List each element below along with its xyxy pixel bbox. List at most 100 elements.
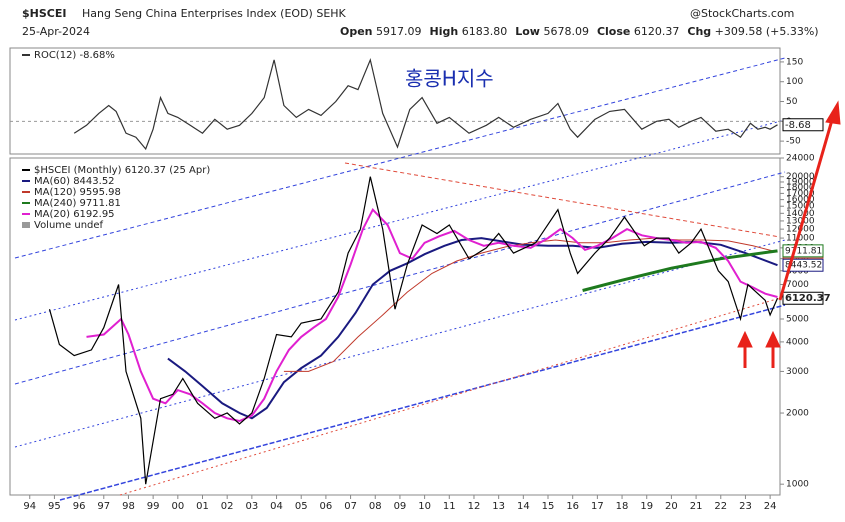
stat: Low 5678.09 — [515, 25, 589, 38]
stat: Open 5917.09 — [340, 25, 422, 38]
x-tick-label: 06 — [320, 501, 333, 512]
legend-name: MA(20) — [34, 209, 70, 220]
legend-name: MA(60) — [34, 176, 70, 187]
x-tick-label: 21 — [690, 501, 703, 512]
annotation: 홍콩H지수 — [405, 67, 494, 91]
legend-swatch — [22, 222, 30, 228]
y-tick-label: 16000 — [786, 195, 815, 205]
resistance-line — [344, 162, 781, 238]
big-arrow — [778, 119, 834, 301]
x-tick-label: 23 — [739, 501, 752, 512]
arrow-head — [737, 330, 753, 348]
stat-label: Chg — [687, 25, 711, 38]
y-tick-label: 3000 — [786, 367, 809, 377]
y-tick-label: 18000 — [786, 183, 815, 193]
legend-entry: ROC(12) -8.68% — [34, 50, 115, 61]
plot-area: Open 5917.09 High 6183.80 Low 5678.09 Close… — [10, 25, 831, 512]
x-tick-label: 00 — [171, 501, 184, 512]
x-tick-label: 17 — [591, 501, 604, 512]
channel-line — [14, 171, 786, 385]
stat-value: 5917.09 — [376, 25, 422, 38]
x-tick-label: 24 — [764, 501, 777, 512]
x-tick-label: 09 — [394, 501, 407, 512]
index-name: Hang Seng China Enterprises Index (EOD) … — [82, 7, 347, 20]
stat-label: High — [430, 25, 459, 38]
y-tick-label: 11000 — [786, 234, 815, 244]
stat: High 6183.80 — [430, 25, 508, 38]
legend-entry: MA(240) 9711.81 — [34, 198, 121, 209]
red-trend — [119, 162, 781, 496]
stat-label: Open — [340, 25, 373, 38]
stat: Chg +309.58 (+5.33%) — [687, 25, 818, 38]
arrows — [737, 100, 841, 368]
y-tick-label: 24000 — [786, 154, 815, 164]
legend-value: 9595.98 — [80, 187, 121, 198]
x-tick-label: 95 — [48, 501, 61, 512]
last-value-box — [782, 291, 824, 305]
legend-name: ROC(12) — [34, 50, 76, 61]
legend-date: (25 Apr) — [169, 165, 210, 176]
ma-value: 9711.81 — [785, 246, 822, 256]
x-tick-label: 18 — [616, 501, 629, 512]
y-tick-label: 100 — [786, 77, 803, 87]
ma-value: 8443.52 — [785, 261, 822, 271]
legend-entry: $HSCEI (Monthly) 6120.37 (25 Apr) — [34, 165, 210, 176]
x-tick-label: 12 — [468, 501, 481, 512]
stat-label: Close — [597, 25, 630, 38]
legend-entry: Volume undef — [34, 220, 104, 231]
x-tick-label: 14 — [517, 501, 530, 512]
legend-entry: MA(60) 8443.52 — [34, 176, 115, 187]
x-tick-label: 20 — [665, 501, 678, 512]
last-value: -8.68 — [785, 120, 811, 131]
ma-value-box — [782, 258, 824, 272]
y-tick-label: 7000 — [786, 280, 809, 290]
legend-value: 6192.95 — [73, 209, 114, 220]
trend-channel — [14, 57, 786, 501]
y-tick-label: 1000 — [786, 480, 809, 490]
x-tick-label: 04 — [270, 501, 283, 512]
legend-name: MA(240) — [34, 198, 76, 209]
ma-line — [283, 237, 778, 372]
x-tick-label: 98 — [122, 501, 135, 512]
x-tick-label: 16 — [566, 501, 579, 512]
x-tick-label: 02 — [221, 501, 234, 512]
x-tick-label: 15 — [542, 501, 555, 512]
legend-value: -8.68% — [80, 50, 115, 61]
x-tick-label: 96 — [73, 501, 86, 512]
stat-value: 5678.09 — [543, 25, 589, 38]
legend-entry: MA(20) 6192.95 — [34, 209, 115, 220]
x-tick-label: 22 — [714, 501, 727, 512]
stat-value: +309.58 (+5.33%) — [715, 25, 819, 38]
y-tick-label: 50 — [786, 97, 798, 107]
price-line — [48, 176, 779, 485]
ma-line — [582, 249, 778, 292]
last-value-box — [782, 118, 824, 132]
y-tick-label: 19000 — [786, 177, 815, 187]
x-tick-label: 01 — [196, 501, 209, 512]
y-tick-label: 2000 — [786, 409, 809, 419]
price-panel — [9, 157, 781, 496]
x-tick-label: 94 — [23, 501, 36, 512]
y-tick-label: 15000 — [786, 202, 815, 212]
x-tick-label: 10 — [418, 501, 431, 512]
y-tick-label: 5000 — [786, 314, 809, 324]
x-tick-label: 13 — [492, 501, 505, 512]
y-tick-label: 14000 — [786, 209, 815, 219]
legend-value: 9711.81 — [80, 198, 121, 209]
legend-value: 8443.52 — [73, 176, 114, 187]
ma-line — [167, 237, 778, 420]
y-tick-label: 150 — [786, 57, 803, 67]
y-tick-label: -50 — [786, 137, 801, 147]
y-tick-label: 4000 — [786, 337, 809, 347]
symbol: $HSCEI — [22, 7, 66, 20]
legend-name: $HSCEI (Monthly) — [34, 165, 122, 176]
y-tick-label: 17000 — [786, 189, 815, 199]
source: @StockCharts.com — [690, 7, 794, 20]
legend-name: MA(120) — [34, 187, 76, 198]
x-tick-label: 11 — [443, 501, 456, 512]
roc-panel — [9, 47, 781, 155]
x-tick-label: 08 — [369, 501, 382, 512]
x-tick-label: 19 — [640, 501, 653, 512]
x-tick-label: 99 — [147, 501, 160, 512]
stat: Close 6120.37 — [597, 25, 679, 38]
